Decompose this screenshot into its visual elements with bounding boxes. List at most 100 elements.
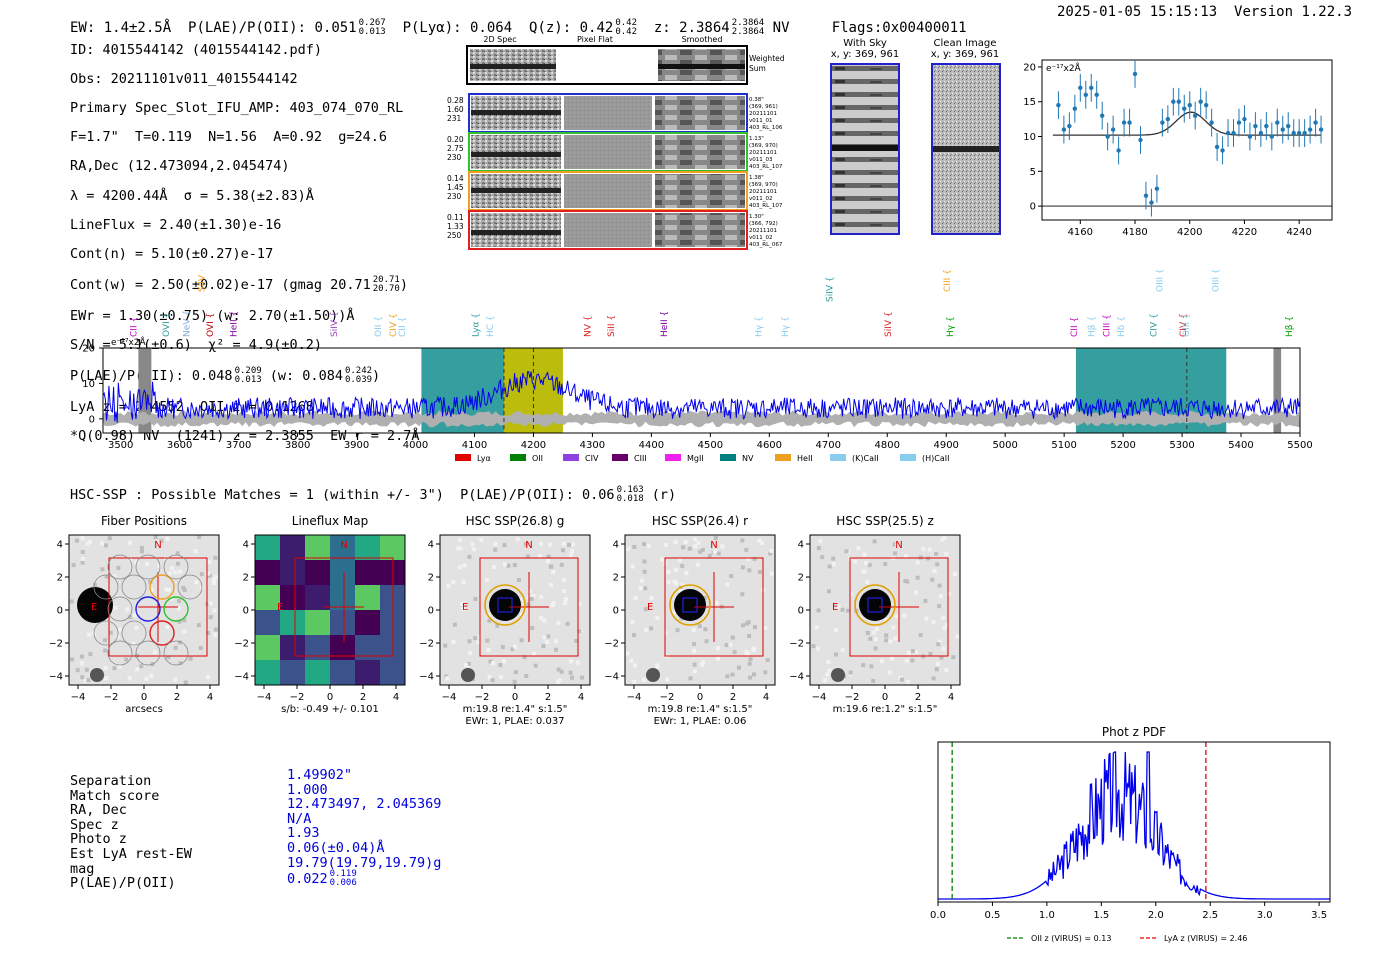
spectral-line-marker: NV { [584,316,594,337]
with-sky-label: With Sky [843,38,887,49]
hsc-noise-pixel [903,554,908,559]
hsc-noise-pixel [913,590,918,595]
hsc-xtick-label: 4 [393,692,399,703]
hsc-noise-pixel [499,675,504,680]
hsc-xtick-label: 2 [545,692,551,703]
hsc-noise-pixel [80,556,85,561]
hsc-noise-pixel [515,537,520,542]
hsc-noise-pixel [103,676,108,681]
fit-data-point [1078,85,1083,91]
hsc-noise-pixel [906,650,911,655]
spectral-line-marker: Hγ { [755,316,765,337]
hsc-noise-pixel [188,656,193,661]
hsc-noise-pixel [893,551,898,556]
hsc-noise-pixel [193,549,198,554]
hsc-noise-pixel [747,568,752,573]
hsc-xtick-label: −2 [290,692,305,703]
info-plae-close: ) [372,368,381,385]
legend-swatch [510,454,526,461]
lineflux-cell [305,560,330,585]
lineflux-cell [355,660,380,685]
header-meta: 2025-01-05 15:15:13 Version 1.22.3 [1057,4,1352,20]
hsc-noise-pixel [135,667,140,672]
hsc-noise-pixel [867,563,872,568]
legend-swatch [665,454,681,461]
hsc-noise-pixel [665,677,670,682]
hsc-noise-pixel [895,542,900,547]
hsc-noise-pixel [707,554,712,559]
hsc-noise-pixel [176,606,181,611]
hsc-noise-pixel [663,631,668,636]
hsc-noise-pixel [75,668,80,673]
spectrum-masked-bar [138,348,152,433]
hsc-noise-pixel [939,655,944,660]
hsc-noise-pixel [487,618,492,623]
spectral-line-marker: Hβ { [1088,316,1098,337]
row-meta: (369, 970) [749,182,778,188]
spectral-line-label: OIII { [1182,313,1192,337]
hsc-noise-pixel [716,551,721,556]
hsc-noise-pixel [452,622,457,627]
info-params: F=1.7" T=0.119 N=1.56 A=0.92 g=24.6 [70,129,387,146]
hsc-noise-pixel [744,649,749,654]
hsc-noise-pixel [479,537,484,542]
match-label: Match score [70,787,160,804]
hsc-noise-pixel [642,542,647,547]
hsc-noise-pixel [715,656,720,661]
hsc-noise-pixel [751,648,756,653]
match-label: Photo z [70,831,127,848]
fit-data-point [1089,85,1094,91]
hsc-noise-pixel [840,648,845,653]
hsc-noise-pixel [574,638,579,643]
hsc-noise-pixel [923,598,928,603]
hsc-noise-pixel [840,607,845,612]
spectrum-line [102,371,1301,423]
fit-data-point [1149,200,1154,205]
cutout-trace [471,188,561,193]
header-z: z: 2.3864 [653,20,730,36]
hsc-noise-pixel [730,672,735,677]
fit-xtick-label: 4220 [1232,227,1257,238]
hsc-noise-pixel [890,656,895,661]
hsc-noise-pixel [834,652,839,657]
row-val-b: 1.33 [447,222,464,231]
spectrum-xtick-label: 4400 [639,440,664,451]
hsc-noise-pixel [666,580,671,585]
hsc-noise-pixel [139,545,144,550]
hsc-noise-pixel [464,663,469,668]
hsc-noise-pixel [941,646,946,651]
hsc-noise-pixel [538,554,543,559]
spectral-line-label: HeII { [660,311,670,337]
hsc-caption: m:19.8 re:1.4" s:1.5" [463,704,568,715]
col-smoothed: Smoothed [682,35,723,44]
hsc-noise-pixel [554,639,559,644]
hsc-noise-pixel [493,542,498,547]
hsc-panel-1: Lineflux Map N E −4 −4 −2 −2 0 0 2 2 4 4 s/b: -0.49 +… [234,514,406,715]
hsc-noise-pixel [213,575,218,580]
aperture-circle [484,584,526,626]
hsc-noise-pixel [732,650,737,655]
hsc-noise-pixel [940,537,945,542]
legend-item: (K)CaII [830,454,879,463]
spectrum-xtick-label: 5000 [992,440,1017,451]
photz-xtick-label: 2.5 [1202,910,1218,921]
hsc-noise-pixel [823,678,828,683]
with-sky-trace [832,145,898,151]
hsc-noise-pixel [539,594,544,599]
hsc-noise-pixel [899,677,904,682]
hsc-noise-pixel [763,626,768,631]
hsc-noise-pixel [663,543,668,548]
fit-ytick-label: 5 [1030,167,1036,178]
hsc-noise-pixel [715,646,720,651]
hsc-noise-pixel [532,651,537,656]
spectrum-ytick-label: 20 [82,344,95,355]
hsc-ytick-label: −2 [50,639,63,650]
hsc-noise-pixel [80,536,85,541]
hsc-noise-pixel [944,668,949,673]
hsc-panel-0: Fiber Positions N E −4 −4 −2 −2 0 0 2 2 4 4 arcsecs [50,514,220,715]
search-box [108,557,208,657]
hsc-noise-pixel [208,601,213,606]
legend-swatch [612,454,628,461]
photz-legend-label: LyA z (VIRUS) = 2.46 [1164,934,1247,943]
legend-swatch [455,454,471,461]
